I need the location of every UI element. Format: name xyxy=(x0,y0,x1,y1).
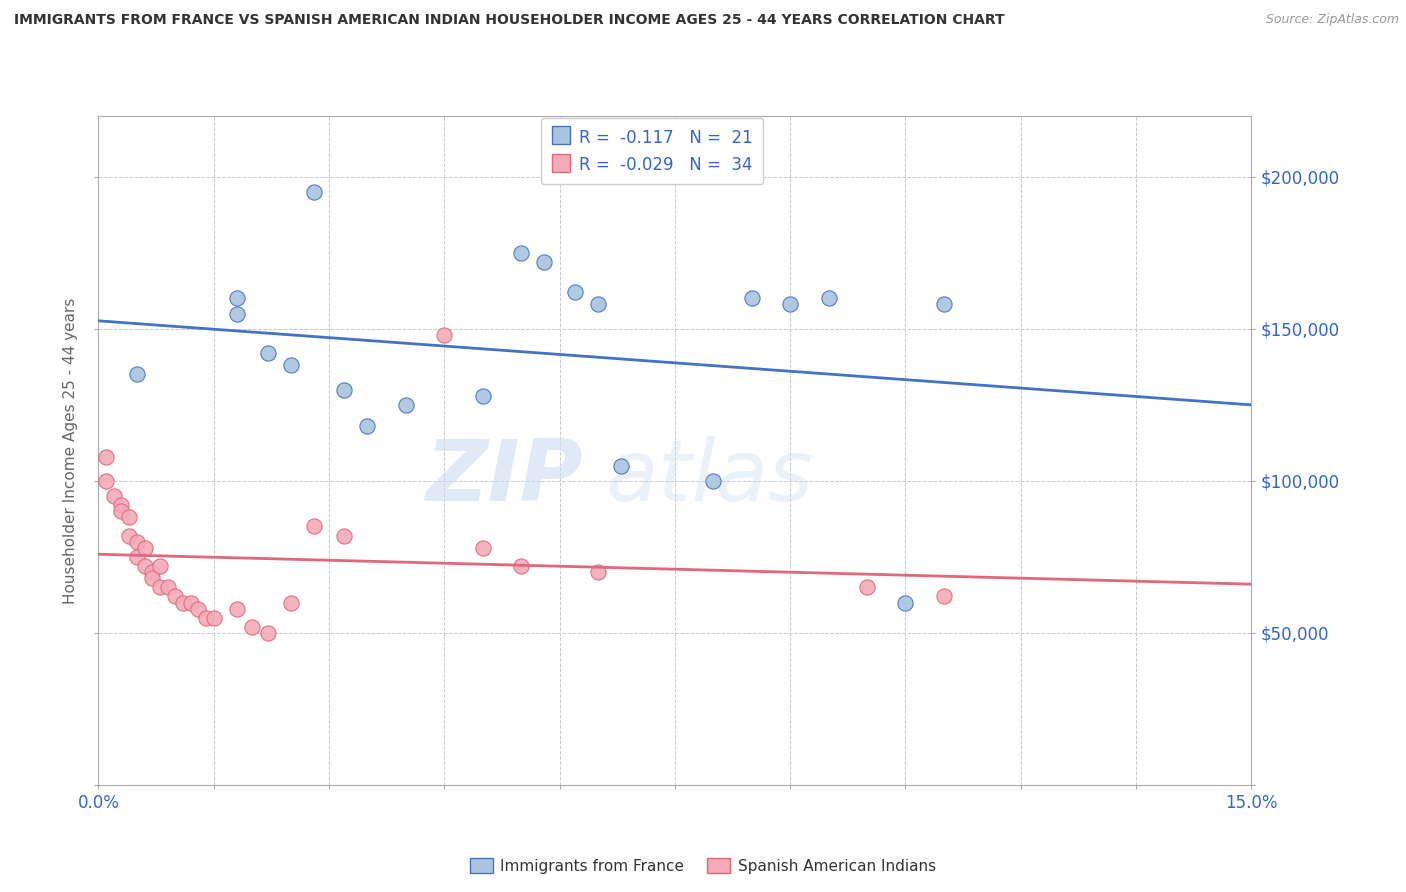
Point xyxy=(280,595,302,609)
Point xyxy=(433,327,456,342)
Point xyxy=(134,559,156,574)
Point xyxy=(156,580,179,594)
Point xyxy=(779,297,801,311)
Point xyxy=(256,626,278,640)
Point xyxy=(280,359,302,373)
Point xyxy=(134,541,156,555)
Text: ZIP: ZIP xyxy=(425,435,582,519)
Point xyxy=(510,245,533,260)
Point xyxy=(564,285,586,300)
Point xyxy=(302,519,325,533)
Point xyxy=(471,541,494,555)
Point xyxy=(302,185,325,199)
Point xyxy=(586,297,609,311)
Point xyxy=(702,474,724,488)
Point xyxy=(395,398,418,412)
Point xyxy=(333,528,356,542)
Point xyxy=(118,528,141,542)
Point xyxy=(125,549,148,564)
Point xyxy=(110,504,132,518)
Point xyxy=(94,474,117,488)
Point xyxy=(172,595,194,609)
Text: atlas: atlas xyxy=(606,435,814,519)
Point xyxy=(741,292,763,306)
Point xyxy=(149,559,172,574)
Y-axis label: Householder Income Ages 25 - 44 years: Householder Income Ages 25 - 44 years xyxy=(63,297,79,604)
Point xyxy=(333,383,356,397)
Point xyxy=(240,620,263,634)
Text: IMMIGRANTS FROM FRANCE VS SPANISH AMERICAN INDIAN HOUSEHOLDER INCOME AGES 25 - 4: IMMIGRANTS FROM FRANCE VS SPANISH AMERIC… xyxy=(14,13,1005,28)
Point xyxy=(932,590,955,604)
Point xyxy=(141,565,163,579)
Point xyxy=(94,450,117,464)
Point xyxy=(225,307,247,321)
Point xyxy=(149,580,172,594)
Legend: R =  -0.117   N =  21, R =  -0.029   N =  34: R = -0.117 N = 21, R = -0.029 N = 34 xyxy=(541,118,763,185)
Point xyxy=(141,571,163,585)
Point xyxy=(118,510,141,524)
Point xyxy=(110,498,132,512)
Point xyxy=(180,595,202,609)
Point xyxy=(125,368,148,382)
Point xyxy=(533,255,555,269)
Point xyxy=(187,601,209,615)
Legend: Immigrants from France, Spanish American Indians: Immigrants from France, Spanish American… xyxy=(464,852,942,880)
Point xyxy=(471,389,494,403)
Point xyxy=(103,489,125,503)
Point xyxy=(817,292,839,306)
Point xyxy=(125,534,148,549)
Point xyxy=(195,611,218,625)
Point xyxy=(256,346,278,360)
Point xyxy=(225,292,247,306)
Point xyxy=(356,419,378,434)
Point xyxy=(610,458,633,473)
Point xyxy=(932,297,955,311)
Point xyxy=(894,595,917,609)
Text: Source: ZipAtlas.com: Source: ZipAtlas.com xyxy=(1265,13,1399,27)
Point xyxy=(165,590,187,604)
Point xyxy=(202,611,225,625)
Point xyxy=(586,565,609,579)
Point xyxy=(225,601,247,615)
Point xyxy=(856,580,879,594)
Point xyxy=(510,559,533,574)
